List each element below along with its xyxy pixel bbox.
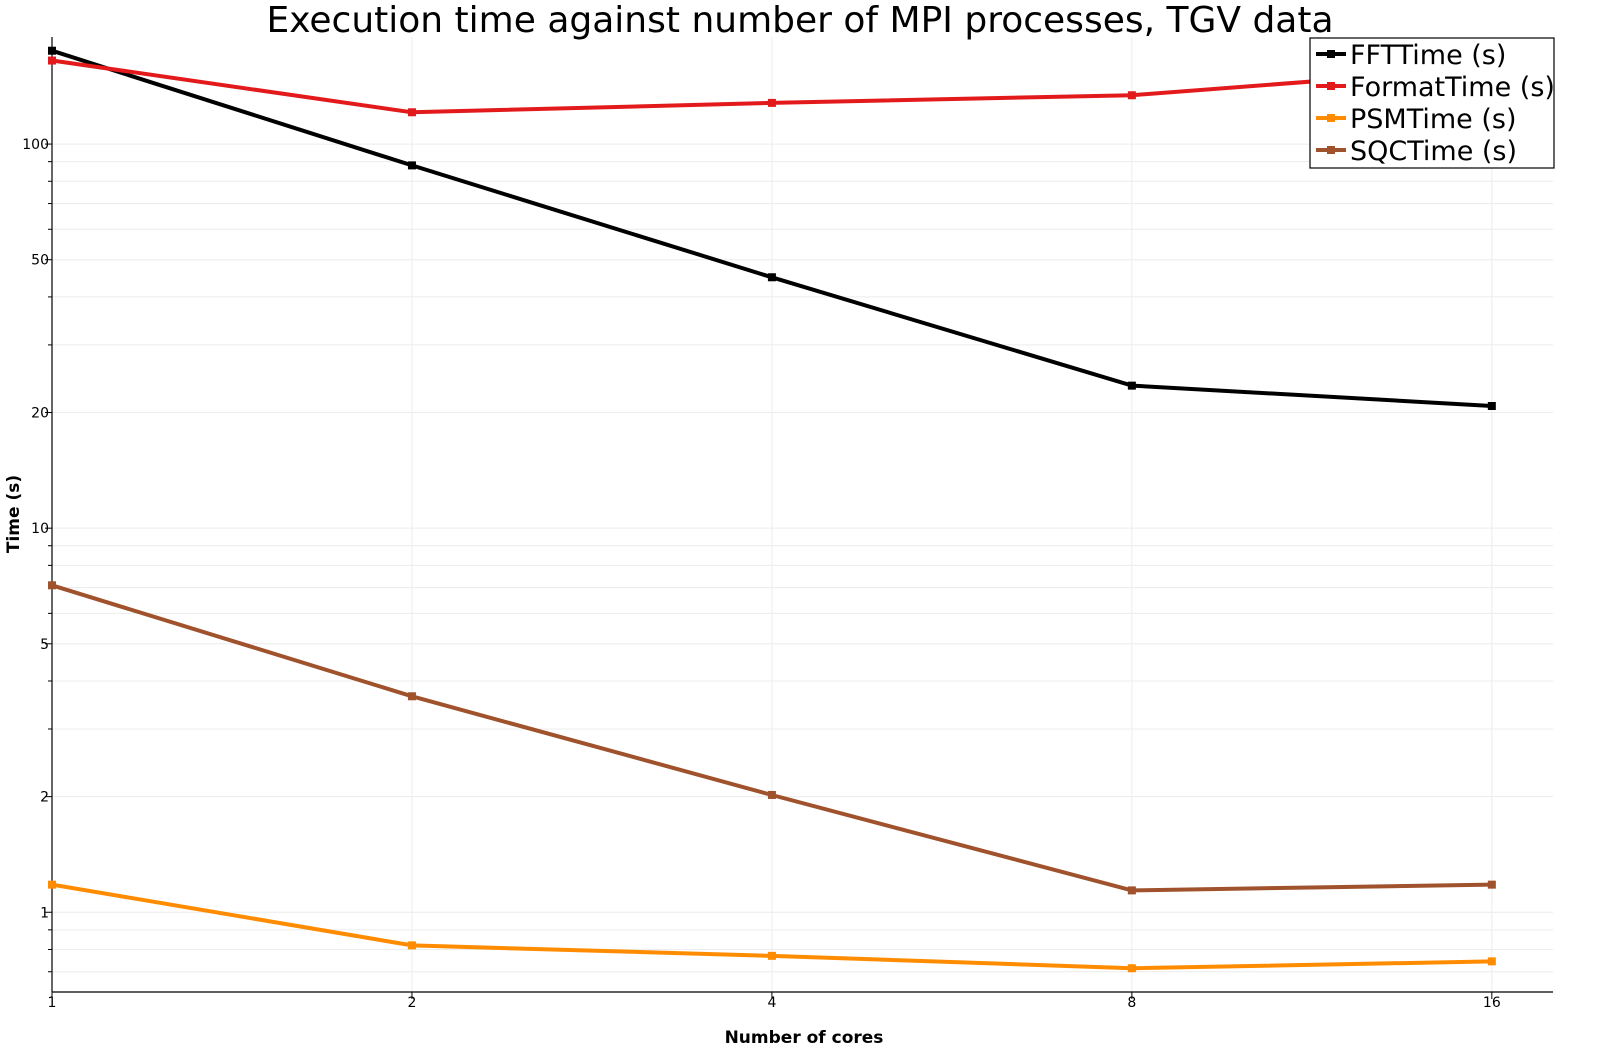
legend-swatch-marker	[1327, 114, 1335, 122]
x-tick-label: 8	[1127, 995, 1136, 1011]
chart-title: Execution time against number of MPI pro…	[266, 0, 1333, 41]
data-point	[48, 46, 56, 55]
data-point	[767, 98, 776, 107]
data-point	[1127, 91, 1136, 100]
data-point	[1127, 886, 1136, 895]
data-point	[407, 692, 416, 701]
y-axis-label: Time (s)	[4, 475, 24, 553]
data-point	[48, 880, 56, 889]
y-tick-label: 10	[31, 521, 49, 537]
x-tick-label: 2	[407, 995, 416, 1011]
data-point	[1127, 381, 1136, 390]
data-point	[1487, 401, 1496, 410]
y-tick-label: 20	[31, 406, 49, 422]
series	[48, 46, 1496, 973]
legend-swatch-marker	[1327, 50, 1335, 58]
y-tick-label: 50	[31, 253, 49, 269]
x-tick-label: 1	[48, 995, 57, 1011]
legend-label: FFTTime (s)	[1350, 40, 1506, 71]
legend-entry: FormatTime (s)	[1316, 72, 1555, 103]
data-point	[407, 161, 416, 170]
data-point	[767, 790, 776, 799]
y-tick-label: 100	[22, 137, 49, 153]
x-tick-label: 4	[767, 995, 776, 1011]
legend-label: FormatTime (s)	[1350, 72, 1555, 103]
data-point	[1487, 880, 1496, 889]
legend-swatch-marker	[1327, 146, 1335, 154]
legend-entry: FFTTime (s)	[1316, 40, 1506, 71]
grid	[51, 37, 1553, 992]
y-tick-label: 5	[40, 637, 49, 653]
axes	[51, 37, 1553, 993]
data-point	[48, 581, 56, 590]
legend-label: PSMTime (s)	[1350, 104, 1517, 135]
series-0	[48, 46, 1496, 410]
legend: FFTTime (s)FormatTime (s)PSMTime (s)SQCT…	[1309, 37, 1555, 169]
legend-swatch-marker	[1327, 82, 1335, 90]
data-point	[407, 108, 416, 117]
x-ticks: 1 2 4 8 16	[48, 992, 1501, 1011]
data-point	[767, 273, 776, 282]
x-axis-label: Number of cores	[725, 1028, 884, 1048]
y-ticks: 1 2 5 10 20 50 100	[22, 137, 52, 973]
legend-entry: SQCTime (s)	[1316, 136, 1517, 167]
data-point	[1487, 957, 1496, 966]
y-tick-label: 1	[40, 905, 49, 921]
data-point	[767, 951, 776, 960]
series-3	[48, 581, 1496, 895]
legend-box	[1309, 37, 1555, 169]
data-point	[48, 56, 56, 65]
data-point	[407, 941, 416, 950]
data-point	[1127, 964, 1136, 973]
x-tick-label: 16	[1483, 995, 1501, 1011]
legend-entry: PSMTime (s)	[1316, 104, 1517, 135]
legend-label: SQCTime (s)	[1350, 136, 1517, 167]
series-2	[48, 880, 1496, 973]
y-tick-label: 2	[40, 790, 49, 806]
